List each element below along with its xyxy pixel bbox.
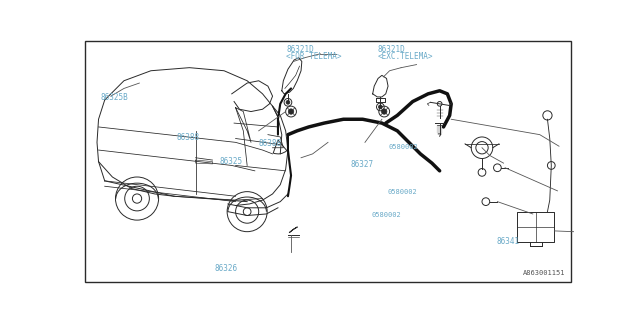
Text: 0580002: 0580002 bbox=[388, 144, 418, 150]
Circle shape bbox=[286, 100, 290, 104]
Text: 86325B: 86325B bbox=[100, 93, 128, 102]
Text: 0580002: 0580002 bbox=[387, 189, 417, 195]
Text: 86341: 86341 bbox=[497, 237, 520, 246]
Text: 86321D: 86321D bbox=[286, 45, 314, 54]
Text: 86327: 86327 bbox=[350, 160, 373, 169]
Text: 0580002: 0580002 bbox=[371, 212, 401, 218]
Text: A863001151: A863001151 bbox=[523, 269, 565, 276]
Text: 86325: 86325 bbox=[220, 156, 243, 166]
Circle shape bbox=[378, 105, 382, 109]
Text: 86388: 86388 bbox=[176, 133, 199, 142]
Text: 86388: 86388 bbox=[258, 139, 281, 148]
Text: <FOR TELEMA>: <FOR TELEMA> bbox=[286, 52, 342, 61]
Text: 86321D: 86321D bbox=[378, 45, 405, 54]
Circle shape bbox=[381, 109, 387, 114]
Text: 86326: 86326 bbox=[214, 264, 238, 273]
Text: <EXC.TELEMA>: <EXC.TELEMA> bbox=[378, 52, 433, 61]
Circle shape bbox=[289, 109, 294, 114]
